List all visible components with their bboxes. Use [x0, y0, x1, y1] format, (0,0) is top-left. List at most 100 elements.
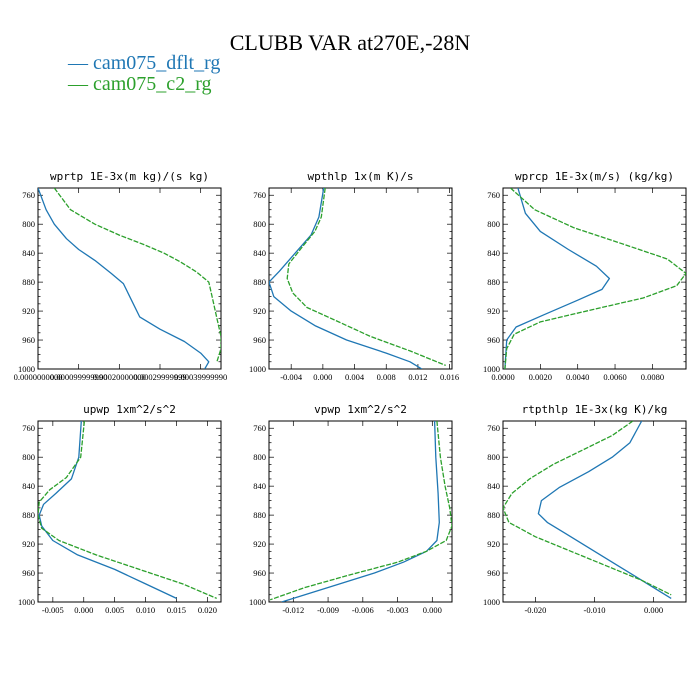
x-tick-label: 0.004: [345, 372, 365, 382]
panel-title: wpthlp 1x(m K)/s: [308, 170, 414, 183]
x-tick-label: 0.0040: [566, 372, 589, 382]
x-tick-label: -0.006: [352, 605, 374, 615]
x-tick-label: 0.0000000000: [14, 372, 63, 382]
legend-entry-c2: — cam075_c2_rg: [68, 73, 212, 95]
x-tick-label: 0.000: [74, 605, 93, 615]
x-tick-label: 0.016: [440, 372, 459, 382]
panel-6: rtpthlp 1E-3x(kg K)/kg 760 800 840 880 920 960…: [483, 403, 687, 615]
y-tick-label: 840: [487, 248, 500, 258]
y-tick-label: 1000: [483, 364, 500, 374]
y-tick-label: 960: [22, 335, 35, 345]
y-tick-label: 800: [253, 219, 266, 229]
panel-2: wpthlp 1x(m K)/s 760 800 840 880 920 960 1000 -0…: [249, 170, 459, 382]
y-tick-label: 880: [253, 510, 266, 520]
x-tick-label: 0.0020: [529, 372, 552, 382]
y-tick-label: 800: [487, 219, 500, 229]
series-line-c2: [503, 421, 672, 596]
y-tick-label: 1000: [18, 597, 35, 607]
x-tick-label: -0.005: [42, 605, 64, 615]
y-tick-label: 1000: [249, 364, 266, 374]
series-line-c2: [269, 421, 452, 601]
y-tick-label: 880: [22, 510, 35, 520]
y-tick-label: 1000: [483, 597, 500, 607]
panel-title: rtpthlp 1E-3x(kg K)/kg: [522, 403, 668, 416]
panel-3: wprcp 1E-3x(m/s) (kg/kg) 760 800 840 880 920 9…: [483, 170, 687, 382]
y-tick-label: 920: [487, 306, 500, 316]
y-tick-label: 960: [253, 335, 266, 345]
plot-frame: [37, 187, 222, 370]
plot-frame: [37, 420, 222, 603]
x-tick-label: 0.0060: [603, 372, 626, 382]
y-tick-label: 920: [253, 306, 266, 316]
series-line-dflt: [269, 188, 423, 369]
panel-title: wprcp 1E-3x(m/s) (kg/kg): [515, 170, 674, 183]
panel-5: vpwp 1xm^2/s^2 760 800 840 880 920 960 1000 -0.0…: [249, 403, 453, 615]
y-tick-label: 760: [487, 190, 500, 200]
x-tick-label: 0.0000: [491, 372, 514, 382]
y-tick-label: 800: [22, 219, 35, 229]
y-tick-label: 840: [253, 248, 266, 258]
y-tick-label: 840: [253, 481, 266, 491]
x-tick-label: 0.0080: [641, 372, 664, 382]
panel-title: vpwp 1xm^2/s^2: [314, 403, 407, 416]
series-line-dflt: [281, 421, 440, 602]
x-tick-label: 0.000099999990: [50, 372, 107, 382]
series-line-dflt: [38, 188, 210, 369]
x-tick-label: 0.020: [198, 605, 217, 615]
panel-title: upwp 1xm^2/s^2: [83, 403, 176, 416]
y-tick-label: 760: [487, 423, 500, 433]
y-tick-label: 920: [487, 539, 500, 549]
y-tick-label: 880: [253, 277, 266, 287]
x-tick-label: 0.000: [423, 605, 442, 615]
y-tick-label: 800: [253, 452, 266, 462]
y-tick-label: 1000: [249, 597, 266, 607]
plot-frame: [268, 187, 453, 370]
plot-frame: [268, 420, 453, 603]
y-tick-label: 800: [487, 452, 500, 462]
y-tick-label: 760: [22, 423, 35, 433]
y-tick-label: 960: [487, 335, 500, 345]
y-tick-label: 760: [253, 423, 266, 433]
x-tick-label: -0.010: [584, 605, 606, 615]
y-tick-label: 920: [22, 306, 35, 316]
x-tick-label: -0.012: [282, 605, 304, 615]
x-tick-label: 0.00029999999: [133, 372, 186, 382]
plot-frame: [502, 420, 687, 603]
legend-entry-dflt: — cam075_dflt_rg: [68, 52, 221, 74]
y-tick-label: 840: [22, 481, 35, 491]
series-line-dflt: [504, 188, 611, 369]
x-tick-label: 0.010: [136, 605, 155, 615]
y-tick-label: 840: [487, 481, 500, 491]
series-line-c2: [504, 188, 686, 369]
panel-4: upwp 1xm^2/s^2 760 800 840 880 920 960 1000 -0.0…: [18, 403, 222, 615]
panel-title: wprtp 1E-3x(m kg)/(s kg): [50, 170, 209, 183]
y-tick-label: 920: [253, 539, 266, 549]
plot-frame: [502, 187, 687, 370]
x-tick-label: -0.009: [317, 605, 339, 615]
page-title: CLUBB VAR at270E,-28N: [229, 30, 471, 55]
y-tick-label: 880: [22, 277, 35, 287]
y-tick-label: 960: [487, 568, 500, 578]
x-tick-label: 0.000: [313, 372, 332, 382]
x-tick-label: 0.005: [105, 605, 124, 615]
y-tick-label: 960: [253, 568, 266, 578]
y-tick-label: 840: [22, 248, 35, 258]
x-tick-label: 0.008: [377, 372, 396, 382]
x-tick-label: 0.015: [167, 605, 186, 615]
x-tick-label: 0.00020000000: [93, 372, 146, 382]
x-tick-label: -0.003: [387, 605, 409, 615]
series-line-c2: [53, 188, 221, 362]
x-tick-label: 0.00039999990: [174, 372, 227, 382]
series-line-c2: [38, 421, 217, 599]
y-tick-label: 760: [22, 190, 35, 200]
y-tick-label: 880: [487, 277, 500, 287]
y-tick-label: 760: [253, 190, 266, 200]
series-line-c2: [286, 188, 446, 367]
x-tick-label: 0.012: [408, 372, 427, 382]
x-tick-label: -0.020: [524, 605, 546, 615]
y-tick-label: 880: [487, 510, 500, 520]
y-tick-label: 960: [22, 568, 35, 578]
series-line-dflt: [537, 421, 672, 599]
series-line-dflt: [38, 421, 177, 599]
